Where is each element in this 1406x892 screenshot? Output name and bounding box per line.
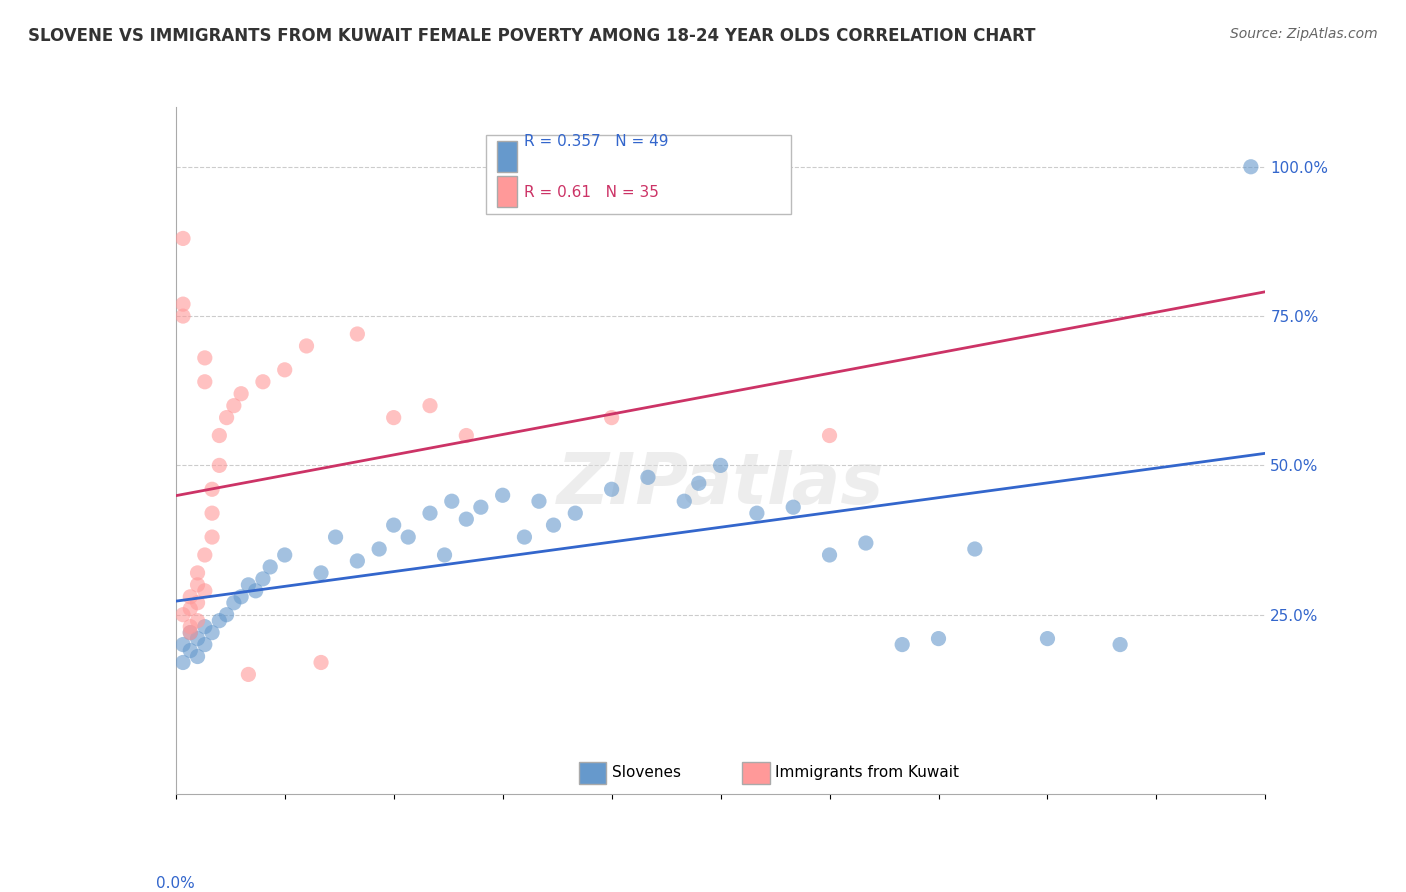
Point: [215, 607, 238, 622]
Point: [201, 625, 224, 640]
Point: [194, 375, 217, 389]
Text: R = 0.61   N = 35: R = 0.61 N = 35: [524, 186, 659, 201]
Point: [186, 649, 209, 664]
Point: [222, 399, 245, 413]
Point: [201, 483, 224, 497]
Point: [194, 638, 217, 652]
Point: [208, 458, 231, 473]
Point: [346, 554, 368, 568]
Point: [368, 541, 391, 556]
Text: Immigrants from Kuwait: Immigrants from Kuwait: [775, 765, 959, 780]
Point: [470, 500, 492, 515]
Text: 0.0%: 0.0%: [156, 876, 195, 891]
Point: [309, 566, 332, 580]
Point: [186, 632, 209, 646]
Point: [382, 518, 405, 533]
Point: [179, 625, 201, 640]
Point: [172, 231, 194, 245]
Point: [201, 506, 224, 520]
Point: [637, 470, 659, 484]
Point: [891, 638, 914, 652]
FancyBboxPatch shape: [498, 176, 517, 207]
Point: [433, 548, 456, 562]
Point: [274, 548, 297, 562]
Point: [346, 326, 368, 341]
FancyBboxPatch shape: [498, 141, 517, 172]
Point: [172, 309, 194, 323]
Point: [231, 386, 253, 401]
Point: [194, 351, 217, 365]
Point: [382, 410, 405, 425]
Point: [186, 566, 209, 580]
Point: [172, 297, 194, 311]
Point: [527, 494, 550, 508]
Point: [673, 494, 696, 508]
FancyBboxPatch shape: [486, 135, 792, 213]
Point: [201, 530, 224, 544]
Point: [456, 512, 478, 526]
Point: [172, 607, 194, 622]
Point: [963, 541, 986, 556]
Point: [179, 620, 201, 634]
FancyBboxPatch shape: [579, 762, 606, 783]
Point: [215, 410, 238, 425]
Point: [252, 572, 274, 586]
Point: [564, 506, 586, 520]
Point: [492, 488, 515, 502]
Text: ZIPatlas: ZIPatlas: [557, 450, 884, 519]
Point: [179, 625, 201, 640]
Point: [309, 656, 332, 670]
Point: [855, 536, 877, 550]
Point: [231, 590, 253, 604]
Point: [325, 530, 347, 544]
Point: [186, 596, 209, 610]
Point: [543, 518, 565, 533]
Point: [208, 614, 231, 628]
Point: [440, 494, 463, 508]
Point: [172, 656, 194, 670]
Point: [600, 483, 623, 497]
Point: [179, 643, 201, 657]
Point: [1240, 160, 1263, 174]
Point: [688, 476, 710, 491]
Point: [928, 632, 950, 646]
Point: [818, 548, 841, 562]
Point: [818, 428, 841, 442]
Point: [179, 601, 201, 615]
Point: [245, 583, 267, 598]
Point: [419, 506, 441, 520]
Point: [238, 667, 260, 681]
Point: [194, 620, 217, 634]
Point: [179, 590, 201, 604]
Text: Source: ZipAtlas.com: Source: ZipAtlas.com: [1230, 27, 1378, 41]
Point: [172, 638, 194, 652]
Text: R = 0.357   N = 49: R = 0.357 N = 49: [524, 134, 669, 149]
FancyBboxPatch shape: [742, 762, 769, 783]
Point: [710, 458, 733, 473]
Point: [745, 506, 768, 520]
Point: [513, 530, 536, 544]
Point: [186, 578, 209, 592]
Text: Slovenes: Slovenes: [612, 765, 681, 780]
Point: [274, 363, 297, 377]
Point: [396, 530, 419, 544]
Point: [208, 428, 231, 442]
Point: [238, 578, 260, 592]
Point: [1036, 632, 1059, 646]
Point: [222, 596, 245, 610]
Point: [194, 583, 217, 598]
Point: [252, 375, 274, 389]
Point: [295, 339, 318, 353]
Text: SLOVENE VS IMMIGRANTS FROM KUWAIT FEMALE POVERTY AMONG 18-24 YEAR OLDS CORRELATI: SLOVENE VS IMMIGRANTS FROM KUWAIT FEMALE…: [28, 27, 1036, 45]
Point: [194, 548, 217, 562]
Point: [419, 399, 441, 413]
Point: [1109, 638, 1132, 652]
Point: [782, 500, 804, 515]
Point: [456, 428, 478, 442]
Point: [186, 614, 209, 628]
Point: [259, 560, 281, 574]
Point: [600, 410, 623, 425]
